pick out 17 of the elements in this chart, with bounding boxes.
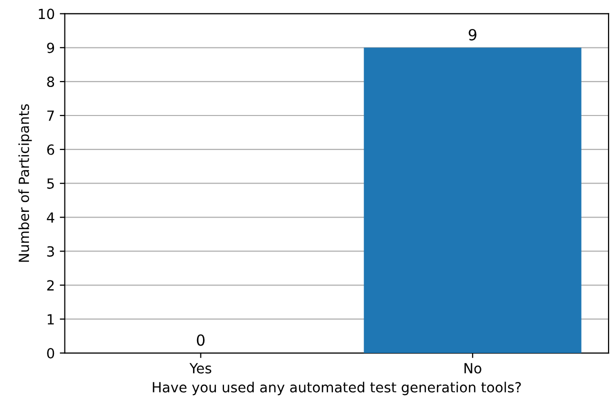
y-tick-label: 4 <box>46 212 54 223</box>
y-tick-label: 0 <box>47 348 54 358</box>
y-tick-label: 10 <box>38 8 54 20</box>
y-axis-title: Number of Participants <box>18 104 32 262</box>
y-tick-label: 6 <box>47 144 54 155</box>
data-label: 9 <box>468 28 476 41</box>
y-tick-label: 7 <box>47 110 54 121</box>
y-tick-label: 3 <box>47 246 54 257</box>
x-axis-title: Have you used any automated test generation tools? <box>152 382 521 396</box>
x-tick-label: No <box>464 363 482 374</box>
data-label: 0 <box>196 334 205 346</box>
y-tick-label: 9 <box>47 42 54 54</box>
y-tick-label: 5 <box>47 178 54 189</box>
y-tick-label: 8 <box>47 76 54 88</box>
x-tick-label: Yes <box>189 363 212 374</box>
y-tick-label: 1 <box>48 314 54 324</box>
y-tick-label: 2 <box>47 280 54 290</box>
